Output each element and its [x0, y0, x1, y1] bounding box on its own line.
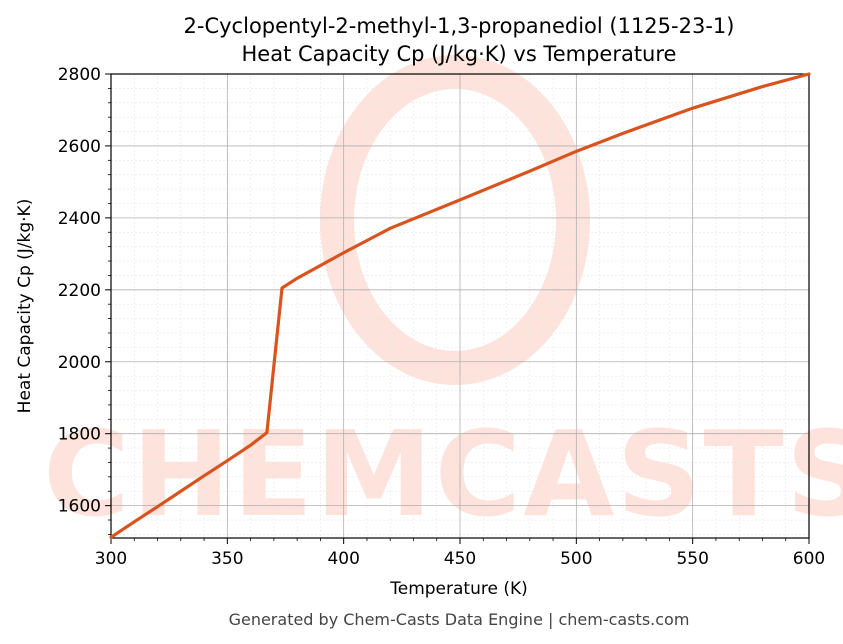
x-tick-label: 400	[327, 549, 359, 569]
watermark: CHEMCASTS	[43, 55, 843, 543]
x-tick-label: 300	[95, 549, 127, 569]
y-tick-label: 1800	[58, 425, 101, 445]
watermark-logo-icon	[320, 55, 590, 385]
x-tick-label: 500	[560, 549, 592, 569]
y-tick-label: 1600	[58, 497, 101, 517]
y-tick-label: 2000	[58, 353, 101, 373]
y-tick-label: 2800	[58, 65, 101, 85]
y-tick-label: 2200	[58, 281, 101, 301]
watermark-text: CHEMCASTS	[43, 405, 843, 543]
y-axis-label: Heat Capacity Cp (J/kg·K)	[15, 199, 35, 414]
axis-ticks	[105, 73, 810, 544]
x-tick-label: 550	[676, 549, 708, 569]
x-tick-label: 350	[211, 549, 243, 569]
chart-title: 2-Cyclopentyl-2-methyl-1,3-propanediol (…	[184, 14, 735, 38]
series-layer	[109, 72, 811, 539]
x-tick-label: 600	[793, 549, 825, 569]
series-line	[109, 72, 811, 539]
chart-subtitle: Heat Capacity Cp (J/kg·K) vs Temperature	[242, 42, 677, 66]
y-tick-label: 2400	[58, 209, 101, 229]
footer-credit: Generated by Chem-Casts Data Engine | ch…	[229, 610, 690, 629]
y-tick-label: 2600	[58, 137, 101, 157]
x-tick-labels: 300 350 400 450 500 550 600	[95, 549, 825, 569]
y-tick-labels: 1600 1800 2000 2200 2400 2600 2800	[58, 65, 101, 517]
x-tick-label: 450	[444, 549, 476, 569]
x-axis-label: Temperature (K)	[389, 579, 528, 599]
